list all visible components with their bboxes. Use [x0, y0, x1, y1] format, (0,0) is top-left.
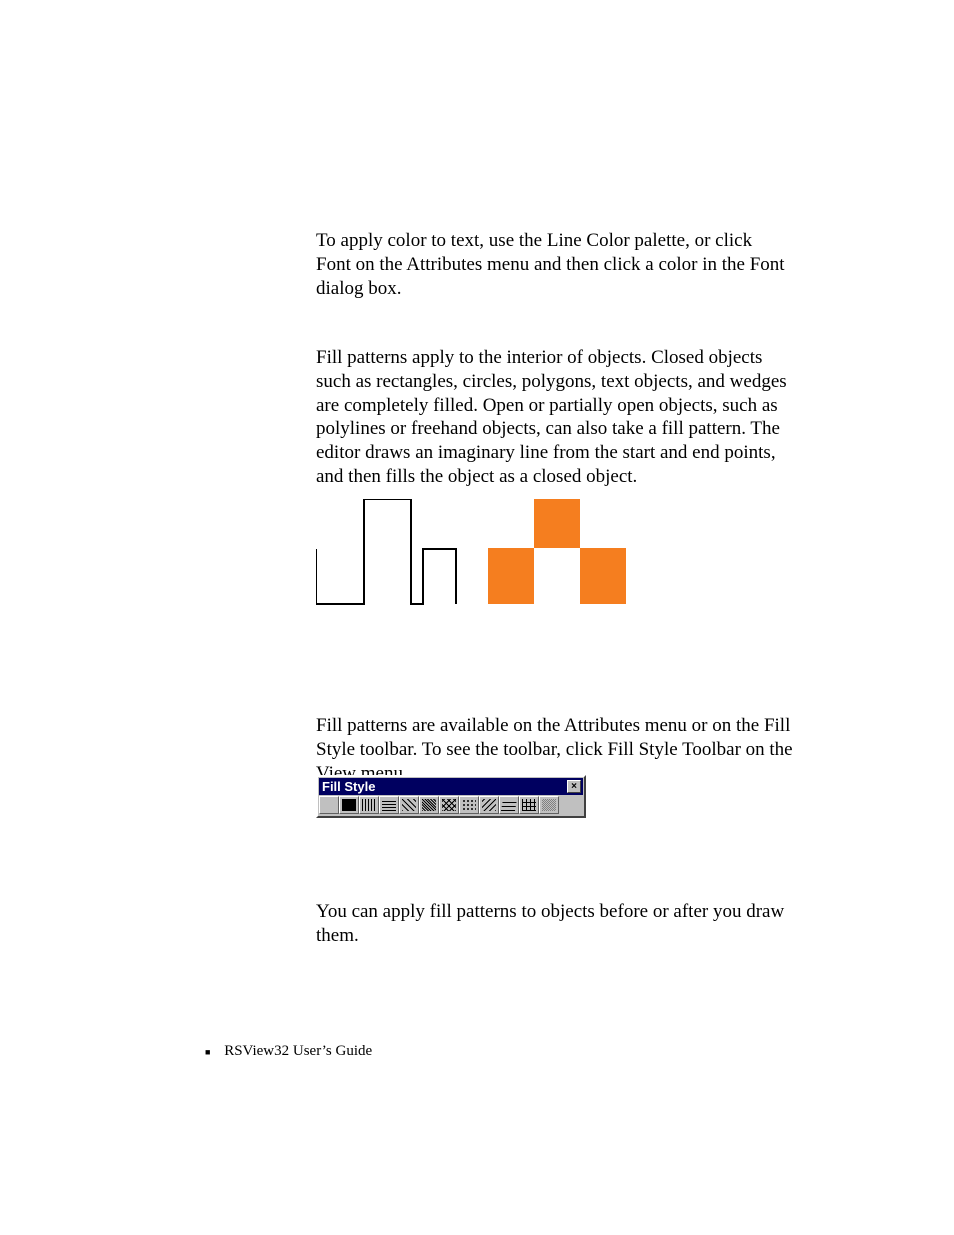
pattern-diag-dense-swatch — [422, 799, 436, 811]
pattern-diag1[interactable] — [399, 796, 419, 814]
footer-text: RSView32 User’s Guide — [224, 1043, 372, 1059]
toolbar-title: Fill Style — [322, 779, 375, 794]
diagram-filled-rect — [534, 499, 580, 548]
close-icon: × — [571, 781, 577, 792]
diagram-svg — [316, 499, 636, 609]
paragraph-fill-patterns-intro: Fill patterns apply to the interior of o… — [316, 346, 794, 489]
pattern-dots[interactable] — [459, 796, 479, 814]
pattern-none[interactable] — [319, 796, 339, 814]
page-footer: ■ RSView32 User’s Guide — [205, 1043, 372, 1060]
pattern-solid[interactable] — [339, 796, 359, 814]
pattern-diag2[interactable] — [479, 796, 499, 814]
pattern-dither[interactable] — [539, 796, 559, 814]
pattern-hlines-swatch — [382, 799, 396, 811]
fill-style-toolbar: Fill Style × — [316, 775, 586, 818]
pattern-solid-swatch — [342, 799, 356, 811]
toolbar-titlebar[interactable]: Fill Style × — [319, 778, 583, 795]
diagram-open-polyline — [316, 499, 456, 604]
pattern-hlines[interactable] — [379, 796, 399, 814]
diagram-filled-shape — [488, 499, 626, 604]
toolbar-button-row — [319, 796, 583, 815]
pattern-grid[interactable] — [519, 796, 539, 814]
pattern-wave-swatch — [501, 799, 517, 811]
fill-pattern-diagram — [316, 499, 636, 609]
pattern-dots-swatch — [462, 799, 476, 811]
pattern-vlines[interactable] — [359, 796, 379, 814]
pattern-crosshatch-swatch — [442, 799, 456, 811]
footer-bullet-icon: ■ — [205, 1047, 210, 1057]
pattern-none-swatch — [322, 799, 336, 811]
paragraph-apply-patterns: You can apply fill patterns to objects b… — [316, 900, 796, 948]
pattern-wave[interactable] — [499, 796, 519, 814]
pattern-diag2-swatch — [482, 799, 496, 811]
diagram-filled-rect — [580, 548, 626, 604]
pattern-diag1-swatch — [402, 799, 416, 811]
paragraph-text-color: To apply color to text, use the Line Col… — [316, 229, 788, 300]
pattern-vlines-swatch — [362, 799, 376, 811]
pattern-diag-dense[interactable] — [419, 796, 439, 814]
pattern-crosshatch[interactable] — [439, 796, 459, 814]
diagram-filled-rect — [488, 548, 534, 604]
document-page: To apply color to text, use the Line Col… — [0, 0, 954, 1235]
pattern-dither-swatch — [542, 799, 556, 811]
pattern-grid-swatch — [522, 799, 536, 811]
toolbar-close-button[interactable]: × — [567, 780, 581, 793]
